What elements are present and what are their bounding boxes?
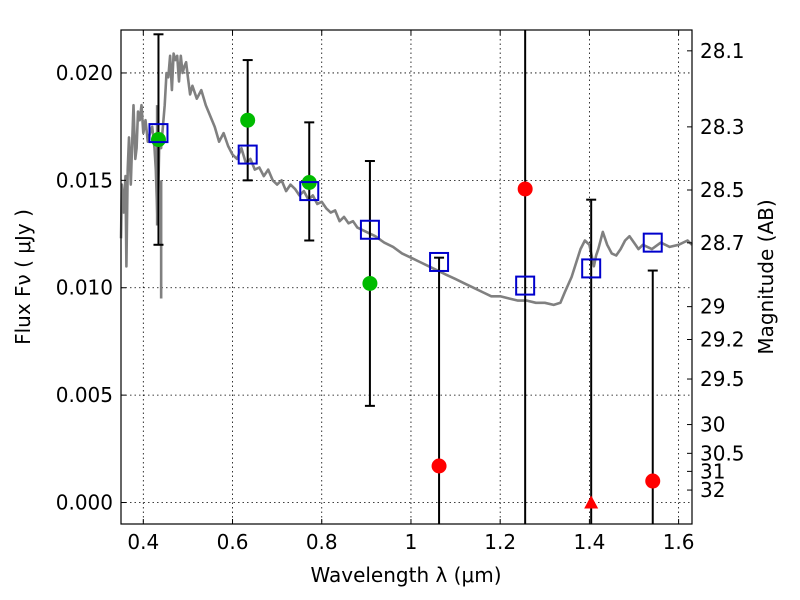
upper-limit-marker [584,495,599,509]
x-tick-label: 1.6 [663,530,695,554]
nondetection-point [517,181,533,197]
y2-axis-label: Magnitude (AB) [754,199,778,354]
plot-frame [120,29,693,525]
mag-tick-label: 28.7 [700,231,745,255]
x-tick-label: 0.8 [306,530,338,554]
tick-layer: 0.4 0.6 0.8 1 1.2 1.4 1.6 0.000 0.005 0.010 0.015 0… [56,30,745,554]
y-tick-label: 0.000 [56,491,113,515]
mag-tick-label: 30 [700,413,725,437]
model-band-point [299,181,320,202]
y-tick-label: 0.020 [56,61,113,85]
model-band-point [148,123,169,144]
model-band-point [359,219,380,240]
model-sed-line [119,52,693,307]
model-band-point [581,258,602,279]
x-tick-label: 1 [405,530,418,554]
mag-tick-label: 28.3 [700,115,745,139]
mag-tick-label: 29.2 [700,328,745,352]
model-band-point [515,275,536,296]
x-tick-label: 1.2 [484,530,516,554]
y-tick-label: 0.005 [56,383,113,407]
model-band-point [429,251,450,272]
x-axis-label: Wavelength λ (μm) [310,563,501,587]
x-tick-label: 0.6 [217,530,249,554]
x-tick-label: 1.4 [573,530,605,554]
mag-tick-label: 32 [700,478,725,502]
mag-tick-label: 29 [700,295,725,319]
mag-tick-label: 28.5 [700,178,745,202]
mag-tick-label: 31 [700,459,725,483]
y-tick-label: 0.015 [56,168,113,192]
mag-tick-label: 29.5 [700,367,745,391]
grid-lines [121,30,692,524]
nondetection-point [645,473,661,489]
y-tick-label: 0.010 [56,276,113,300]
mag-tick-label: 30.5 [700,441,745,465]
model-band-point [642,232,663,253]
data-layer [119,30,693,524]
y-axis-label: Flux Fν ( μJy ) [11,209,35,345]
detection-point [362,275,378,291]
model-band-point [237,144,258,165]
x-tick-label: 0.4 [127,530,159,554]
nondetection-point [431,458,447,474]
detection-point [150,132,166,148]
detection-point [240,112,256,128]
mag-tick-label: 28.1 [700,39,745,63]
